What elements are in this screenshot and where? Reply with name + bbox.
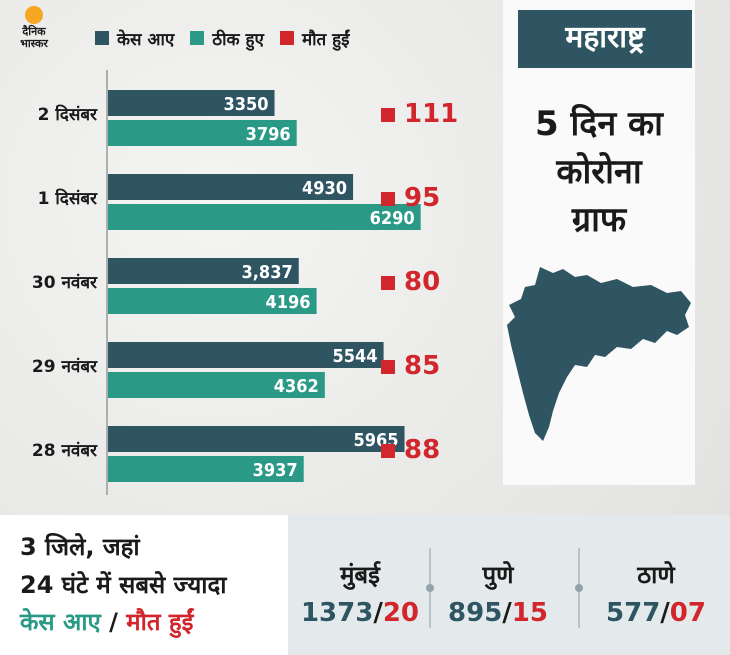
maharashtra-map-icon: [507, 267, 691, 441]
legend-item-cases: केस आए: [95, 27, 174, 50]
value-label-cases-nov-29: 5544: [333, 346, 378, 367]
category-label-dec-1: 1 दिसंबर: [38, 188, 98, 209]
brand-line-2: भास्कर: [20, 37, 48, 50]
bar-cases-dec-1: [108, 174, 354, 200]
value-label-deaths-dec-1: 95: [404, 183, 440, 213]
death-marker-nov-28: [381, 444, 395, 458]
value-label-recovered-dec-2: 3796: [246, 124, 291, 145]
legend-item-recovered: ठीक हुए: [190, 27, 264, 50]
category-label-nov-30: 30 नवंबर: [32, 273, 98, 293]
city-strip: [288, 515, 730, 655]
bar-cases-nov-28: [108, 426, 405, 452]
city-deaths-pune: 15: [511, 598, 548, 628]
city-value-mumbai: 1373/20: [300, 598, 420, 628]
bottom-heading-line-2: 24 घंटे में सबसे ज्यादा: [20, 571, 227, 599]
death-marker-nov-30: [381, 276, 395, 290]
value-label-recovered-nov-29: 4362: [274, 376, 319, 397]
sun-icon: [25, 6, 43, 24]
value-label-cases-dec-1: 4930: [302, 178, 347, 199]
bar-recovered-nov-28: [108, 456, 304, 482]
value-label-recovered-nov-28: 3937: [253, 460, 298, 481]
category-label-nov-28: 28 नवंबर: [32, 441, 98, 461]
legend-label-deaths: मौत हुईं: [301, 29, 350, 50]
legend-label-recovered: ठीक हुए: [212, 29, 264, 50]
city-value-pune: 895/15: [448, 598, 548, 628]
category-label-nov-29: 29 नवंबर: [32, 357, 98, 377]
heading-cases: केस आए: [20, 608, 101, 636]
category-label-dec-2: 2 दिसंबर: [38, 104, 98, 125]
legend-swatch-recovered: [190, 31, 205, 45]
panel-title-line-1: 5 दिन का: [535, 104, 663, 144]
value-label-cases-nov-30: 3,837: [242, 262, 293, 283]
bar-recovered-dec-2: [108, 120, 297, 146]
panel-title: 5 दिन का कोरोना ग्राफ: [503, 100, 695, 244]
city-name-thane: ठाणे: [637, 561, 675, 589]
bar-recovered-dec-1: [108, 204, 421, 230]
city-separator-dot-1: [426, 584, 434, 592]
value-label-recovered-dec-1: 6290: [370, 208, 415, 229]
legend-label-cases: केस आए: [117, 29, 175, 50]
death-marker-nov-29: [381, 360, 395, 374]
value-label-recovered-nov-30: 4196: [266, 292, 311, 313]
city-value-thane: 577/07: [606, 598, 706, 628]
panel-title-line-2: कोरोना: [556, 152, 642, 192]
city-deaths-thane: 07: [669, 598, 706, 628]
bar-recovered-nov-30: [108, 288, 317, 314]
legend-swatch-deaths: [279, 31, 294, 45]
legend: केस आए ठीक हुए मौत हुईं: [95, 25, 350, 51]
panel-title-line-3: ग्राफ: [571, 200, 627, 240]
city-deaths-mumbai: 20: [382, 598, 420, 628]
death-marker-dec-2: [381, 108, 395, 122]
value-label-deaths-nov-28: 88: [404, 435, 440, 465]
bar-recovered-nov-29: [108, 372, 325, 398]
legend-item-deaths: मौत हुईं: [279, 27, 350, 50]
value-label-deaths-dec-2: 111: [404, 99, 458, 129]
bar-cases-nov-30: [108, 258, 299, 284]
bar-cases-dec-2: [108, 90, 275, 116]
bar-cases-nov-29: [108, 342, 384, 368]
city-cases-pune: 895: [448, 598, 503, 628]
state-name: महाराष्ट्र: [518, 10, 692, 68]
heading-slash: /: [109, 608, 118, 636]
value-label-deaths-nov-29: 85: [404, 351, 440, 381]
bottom-heading-line-1: 3 जिले, जहां: [20, 533, 140, 561]
legend-swatch-cases: [95, 31, 109, 45]
bottom-heading-line-3: केस आए / मौत हुईं: [20, 605, 193, 638]
brand-line-1: दैनिक: [22, 25, 46, 38]
city-name-mumbai: मुंबई: [340, 561, 380, 589]
death-marker-dec-1: [381, 192, 395, 206]
value-label-cases-dec-2: 3350: [223, 94, 268, 115]
value-label-deaths-nov-30: 80: [404, 267, 440, 297]
city-separator-dot-2: [575, 584, 583, 592]
brand-logo: दैनिक भास्कर: [6, 6, 62, 56]
city-cases-thane: 577: [606, 598, 661, 628]
city-name-pune: पुणे: [482, 561, 514, 589]
heading-deaths: मौत हुईं: [126, 608, 194, 636]
city-cases-mumbai: 1373: [300, 598, 374, 628]
